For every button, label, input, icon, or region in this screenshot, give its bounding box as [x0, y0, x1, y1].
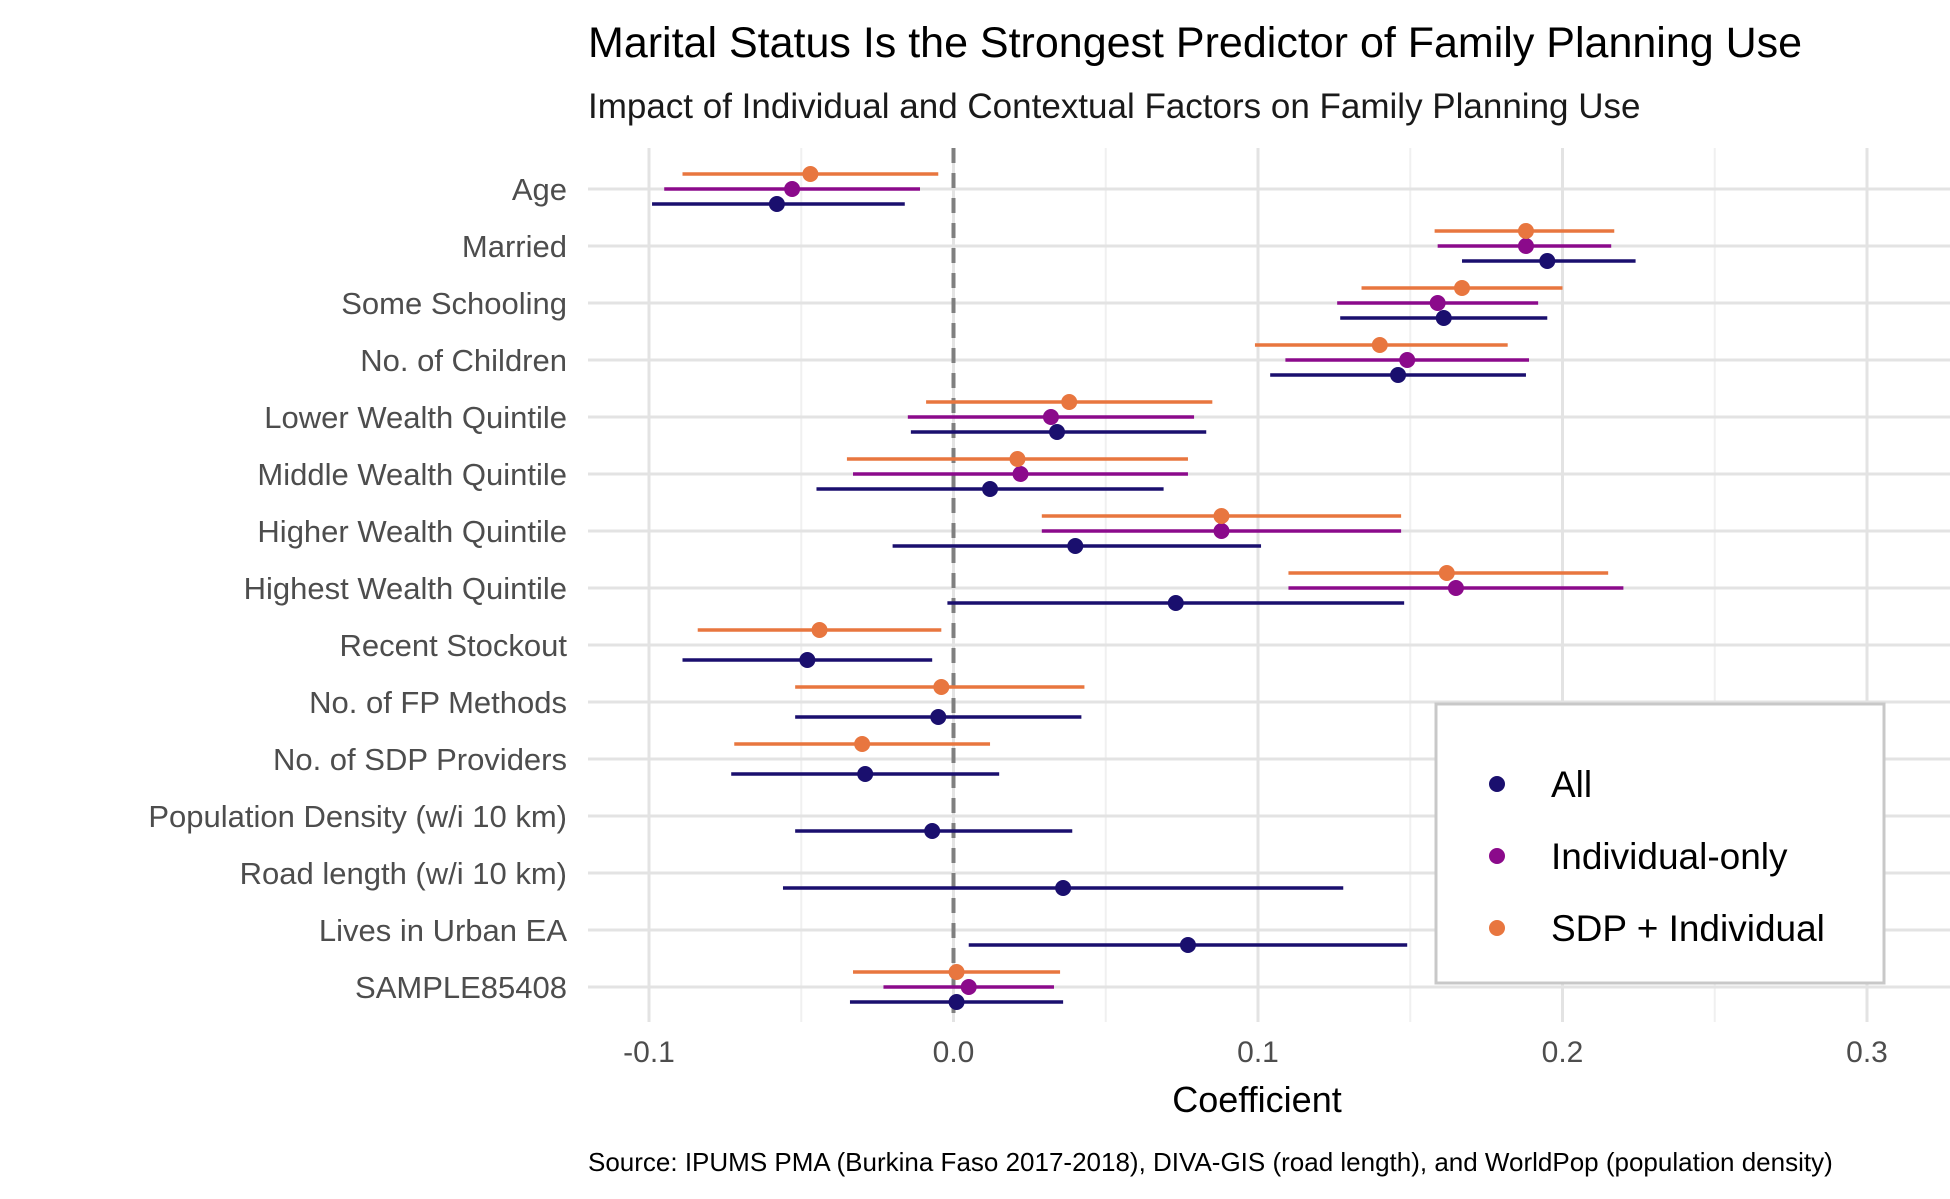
point-estimate — [933, 679, 950, 695]
point-estimate — [1390, 367, 1407, 383]
x-axis-title: Coefficient — [1172, 1079, 1341, 1120]
point-estimate — [1055, 880, 1072, 896]
x-tick-label: 0.1 — [1237, 1036, 1279, 1069]
point-estimate — [982, 481, 999, 497]
point-estimate — [799, 652, 816, 668]
legend-label: SDP + Individual — [1551, 908, 1825, 949]
x-tick-label: 0.0 — [933, 1036, 975, 1069]
y-tick-label: Population Density (w/i 10 km) — [148, 799, 567, 834]
point-estimate — [960, 979, 977, 995]
x-axis-tick-labels: -0.1 0.0 0.1 0.2 0.3 — [623, 1036, 1888, 1069]
point-estimate — [1213, 508, 1230, 524]
point-estimate — [1438, 565, 1455, 581]
point-estimate — [948, 964, 965, 980]
point-estimate — [1399, 352, 1416, 368]
point-estimate — [1067, 538, 1084, 554]
point-estimate — [1539, 253, 1556, 269]
y-tick-label: Age — [512, 172, 567, 207]
y-tick-label: No. of FP Methods — [309, 685, 567, 720]
y-tick-label: SAMPLE85408 — [355, 970, 567, 1005]
point-estimate — [1061, 394, 1078, 410]
point-estimate — [1179, 937, 1196, 953]
point-estimate — [854, 736, 871, 752]
series-individual-only — [664, 181, 1624, 995]
point-estimate — [1009, 451, 1026, 467]
y-tick-label: Some Schooling — [341, 286, 567, 321]
series-all — [652, 196, 1636, 1010]
point-estimate — [857, 766, 874, 782]
point-estimate — [811, 622, 828, 638]
caption: Source: IPUMS PMA (Burkina Faso 2017-201… — [588, 1147, 1833, 1177]
point-estimate — [1447, 580, 1464, 596]
point-estimate — [1042, 409, 1059, 425]
x-tick-label: -0.1 — [623, 1036, 675, 1069]
legend-label: All — [1551, 764, 1592, 805]
y-axis-tick-labels: Age Married Some Schooling No. of Children L… — [148, 172, 567, 1005]
point-estimate — [1517, 238, 1534, 254]
legend-key — [1489, 848, 1505, 864]
y-tick-label: No. of SDP Providers — [273, 742, 567, 777]
y-tick-label: Recent Stockout — [340, 628, 568, 663]
legend: All Individual-only SDP + Individual — [1434, 702, 1886, 985]
point-estimate — [784, 181, 801, 197]
point-estimate — [930, 709, 947, 725]
point-estimate — [1213, 523, 1230, 539]
y-tick-label: Married — [462, 229, 567, 264]
y-tick-label: Road length (w/i 10 km) — [240, 856, 567, 891]
y-tick-label: Lives in Urban EA — [319, 913, 567, 948]
legend-key — [1489, 920, 1505, 936]
series-sdp-individual — [682, 166, 1615, 980]
point-estimate — [1435, 310, 1452, 326]
point-estimate — [1012, 466, 1029, 482]
x-tick-label: 0.3 — [1846, 1036, 1888, 1069]
point-estimate — [768, 196, 785, 212]
y-tick-label: Middle Wealth Quintile — [257, 457, 567, 492]
point-estimate — [1517, 223, 1534, 239]
data-marks — [652, 166, 1636, 1010]
point-estimate — [1371, 337, 1388, 353]
chart-subtitle: Impact of Individual and Contextual Fact… — [588, 87, 1640, 126]
point-estimate — [924, 823, 941, 839]
point-estimate — [1454, 280, 1471, 296]
point-estimate — [948, 994, 965, 1010]
point-estimate — [1429, 295, 1446, 311]
y-tick-label: Highest Wealth Quintile — [244, 571, 567, 606]
point-estimate — [1049, 424, 1066, 440]
y-tick-label: No. of Children — [360, 343, 567, 378]
legend-key — [1489, 776, 1505, 792]
point-estimate — [802, 166, 819, 182]
y-tick-label: Lower Wealth Quintile — [264, 400, 567, 435]
x-tick-label: 0.2 — [1542, 1036, 1584, 1069]
point-estimate — [1167, 595, 1184, 611]
legend-label: Individual-only — [1551, 836, 1788, 877]
y-tick-label: Higher Wealth Quintile — [257, 514, 567, 549]
legend-box — [1434, 702, 1886, 985]
chart-title: Marital Status Is the Strongest Predicto… — [588, 19, 1802, 67]
